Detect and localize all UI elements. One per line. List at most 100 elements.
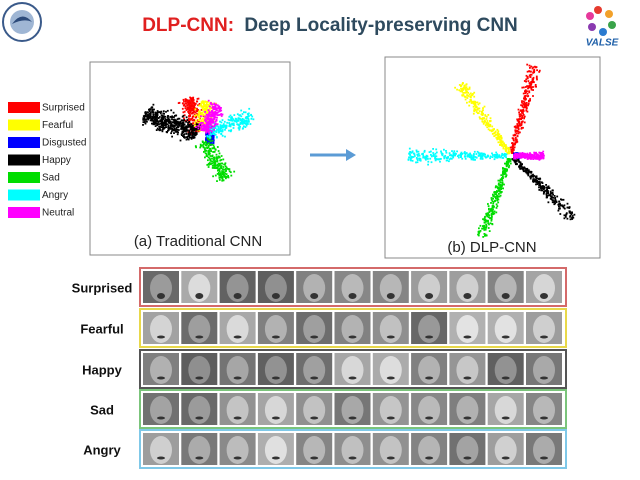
scatter-dot bbox=[216, 173, 219, 175]
scatter-dot bbox=[210, 121, 212, 124]
scatter-dot bbox=[195, 146, 197, 149]
scatter-dot bbox=[495, 156, 498, 159]
scatter-dot bbox=[434, 152, 437, 155]
scatter-dot bbox=[514, 157, 516, 160]
panel-a-frame bbox=[89, 61, 291, 256]
scatter-dot bbox=[509, 162, 512, 165]
scatter-dot bbox=[490, 217, 493, 219]
scatter-dot bbox=[225, 173, 228, 175]
scatter-dot bbox=[216, 158, 218, 160]
scatter-dot bbox=[184, 105, 187, 108]
scatter-dot bbox=[465, 83, 468, 86]
scatter-dot bbox=[454, 86, 456, 89]
scatter-dot bbox=[221, 129, 224, 131]
scatter-dot bbox=[535, 151, 537, 154]
scatter-dot bbox=[485, 225, 488, 228]
scatter-dot bbox=[248, 120, 250, 123]
scatter-dot bbox=[164, 120, 166, 122]
scatter-dot bbox=[177, 125, 179, 128]
scatter-dot bbox=[171, 115, 174, 118]
scatter-dot bbox=[522, 112, 524, 115]
scatter-dot bbox=[491, 130, 493, 133]
scatter-dot bbox=[453, 150, 456, 153]
scatter-dot bbox=[467, 153, 469, 156]
scatter-dot bbox=[237, 127, 240, 129]
scatter-dot bbox=[206, 142, 208, 144]
scatter-dot bbox=[151, 116, 154, 119]
logo-text: VALSE bbox=[586, 38, 619, 49]
scatter-dot bbox=[214, 120, 217, 123]
face-shape bbox=[303, 396, 326, 424]
scatter-dot bbox=[212, 106, 215, 109]
scatter-dot bbox=[211, 155, 214, 158]
scatter-dot bbox=[241, 123, 244, 125]
scatter-dot bbox=[167, 121, 170, 123]
scatter-dot bbox=[490, 218, 493, 221]
scatter-dot bbox=[216, 104, 219, 107]
scatter-dot bbox=[465, 91, 468, 94]
scatter-dot bbox=[509, 160, 512, 163]
scatter-dot bbox=[532, 76, 535, 79]
face-shape bbox=[264, 315, 287, 343]
scatter-dot bbox=[203, 114, 206, 117]
scatter-dot bbox=[216, 164, 219, 167]
scatter-dot bbox=[502, 177, 504, 179]
scatter-dot bbox=[158, 125, 160, 128]
scatter-dot bbox=[485, 156, 488, 159]
scatter-dot bbox=[206, 126, 209, 129]
scatter-dot bbox=[159, 122, 162, 125]
scatter-dot bbox=[229, 171, 232, 174]
scatter-dot bbox=[213, 106, 216, 109]
scatter-dot bbox=[146, 117, 149, 120]
scatter-dot bbox=[149, 113, 152, 116]
scatter-dot bbox=[452, 155, 454, 158]
scatter-dot bbox=[473, 95, 476, 98]
scatter-dot bbox=[547, 191, 549, 194]
scatter-dot bbox=[529, 76, 532, 78]
scatter-dot bbox=[220, 155, 223, 157]
scatter-dot bbox=[565, 212, 568, 215]
scatter-dot bbox=[417, 153, 420, 155]
scatter-dot bbox=[143, 117, 146, 120]
scatter-dot bbox=[155, 122, 157, 125]
scatter-dot bbox=[454, 152, 456, 155]
scatter-dot bbox=[558, 205, 560, 208]
scatter-dot bbox=[194, 128, 197, 131]
scatter-dot bbox=[245, 124, 248, 127]
scatter-dot bbox=[566, 217, 569, 220]
legend: SurprisedFearfulDisgustedHappySadAngryNe… bbox=[8, 102, 86, 219]
scatter-dot bbox=[224, 172, 226, 175]
scatter-dot bbox=[196, 110, 199, 113]
scatter-dot bbox=[213, 128, 215, 131]
scatter-dot bbox=[167, 115, 170, 117]
scatter-dot bbox=[539, 177, 541, 180]
scatter-dot bbox=[147, 114, 149, 117]
scatter-dot bbox=[423, 149, 426, 152]
scatter-dot bbox=[409, 151, 412, 154]
scatter-dot bbox=[186, 106, 189, 109]
scatter-dot bbox=[167, 119, 170, 121]
scatter-dot bbox=[487, 219, 489, 222]
scatter-dot bbox=[534, 153, 537, 155]
scatter-dot bbox=[526, 70, 529, 73]
left-logo bbox=[2, 2, 42, 42]
scatter-dot bbox=[483, 117, 485, 119]
scatter-dot bbox=[200, 103, 202, 105]
scatter-dot bbox=[490, 219, 493, 222]
scatter-dot bbox=[203, 110, 205, 113]
scatter-dot bbox=[482, 225, 485, 227]
scatter-dot bbox=[202, 145, 205, 148]
scatter-dot bbox=[477, 151, 480, 154]
scatter-dot bbox=[421, 152, 424, 155]
scatter-dot bbox=[215, 131, 218, 134]
legend-swatch bbox=[8, 119, 40, 131]
scatter-dot bbox=[165, 126, 167, 128]
scatter-dot bbox=[530, 171, 532, 174]
scatter-dot bbox=[501, 152, 504, 155]
scatter-dot bbox=[190, 137, 193, 140]
scatter-dot bbox=[536, 177, 539, 180]
scatter-dot bbox=[479, 230, 482, 232]
scatter-dot bbox=[149, 119, 152, 122]
face-mouth bbox=[195, 416, 204, 420]
scatter-dot bbox=[522, 109, 525, 111]
